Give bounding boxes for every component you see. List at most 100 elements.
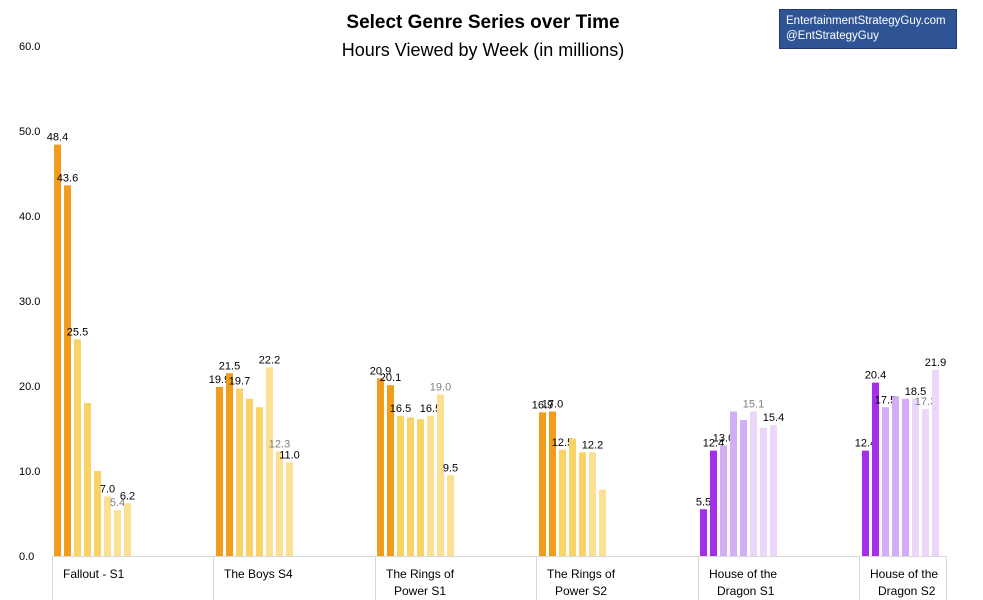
bar: [599, 489, 606, 556]
category-label: The Rings of: [547, 567, 616, 581]
data-label: 15.4: [763, 412, 784, 424]
bar: [94, 471, 101, 556]
bar: [902, 398, 909, 556]
data-label: 20.9: [370, 365, 391, 377]
data-label: 12.4: [703, 438, 724, 450]
bar: [74, 339, 81, 556]
data-label: 9.5: [443, 462, 458, 474]
bar: [770, 425, 777, 556]
bar: [932, 369, 939, 556]
data-label: 12.5: [552, 437, 573, 449]
y-tick-label: 50.0: [19, 126, 40, 138]
data-label: 11.0: [279, 450, 300, 462]
data-label: 17.5: [875, 394, 896, 406]
bar: [730, 411, 737, 556]
data-label: 18.5: [905, 386, 926, 398]
bar: [407, 417, 414, 556]
category-label: House of the: [709, 567, 777, 581]
bar: [882, 407, 889, 556]
data-label: 16.9: [532, 399, 553, 411]
bar: [236, 388, 243, 556]
brand-handle: @EntStrategyGuy: [786, 30, 879, 42]
bar: [559, 449, 566, 556]
data-label: 15.1: [743, 399, 764, 411]
y-tick-label: 40.0: [19, 211, 40, 223]
bar: [750, 411, 757, 556]
data-label: 20.4: [865, 370, 886, 382]
data-label: 16.5: [420, 403, 441, 415]
category-label: The Rings of: [386, 567, 455, 581]
y-tick-label: 30.0: [19, 296, 40, 308]
bar: [387, 385, 394, 556]
bar: [549, 411, 556, 556]
y-tick-label: 0.0: [19, 551, 34, 563]
data-label: 19.0: [430, 382, 451, 394]
data-label: 19.9: [209, 374, 230, 386]
data-label: 25.5: [67, 326, 88, 338]
data-label: 13.0: [713, 433, 734, 445]
data-label: 12.3: [269, 438, 290, 450]
data-label: 21.9: [925, 357, 946, 369]
bar: [862, 450, 869, 556]
data-label: 17.0: [542, 399, 563, 411]
bar: [760, 427, 767, 556]
bar: [447, 475, 454, 556]
bar: [922, 408, 929, 556]
bar: [710, 450, 717, 556]
bar: [740, 420, 747, 556]
bar: [912, 398, 919, 556]
bar: [226, 373, 233, 556]
data-label: 22.2: [259, 354, 280, 366]
category-label: House of the: [870, 567, 938, 581]
bar: [539, 412, 546, 556]
data-label: 12.4: [855, 438, 876, 450]
y-tick-label: 60.0: [19, 41, 40, 53]
bar: [892, 396, 899, 556]
bar: [256, 407, 263, 556]
bar: [54, 144, 61, 556]
category-label: Power S1: [394, 584, 446, 598]
category-label: Fallout - S1: [63, 567, 125, 581]
bar: [579, 452, 586, 556]
data-label: 16.5: [390, 403, 411, 415]
category-label: Dragon S2: [878, 584, 936, 598]
bar: [417, 419, 424, 556]
bar: [216, 386, 223, 556]
chart-title: Select Genre Series over Time: [346, 12, 620, 33]
bar: [720, 445, 727, 556]
bar: [266, 367, 273, 556]
category-label: Dragon S1: [717, 584, 775, 598]
bar: [377, 378, 384, 556]
data-label: 19.7: [229, 376, 250, 388]
category-label: The Boys S4: [224, 567, 293, 581]
data-label: 21.5: [219, 360, 240, 372]
data-label: 5.5: [696, 496, 711, 508]
bar: [246, 398, 253, 556]
data-label: 12.2: [582, 439, 603, 451]
bar: [872, 382, 879, 556]
bar: [437, 394, 444, 556]
bar: [124, 503, 131, 556]
bar: [286, 462, 293, 556]
bar: [114, 510, 121, 556]
chart-subtitle: Hours Viewed by Week (in millions): [341, 40, 625, 60]
bar: [104, 496, 111, 556]
bar: [84, 403, 91, 556]
brand-website: EntertainmentStrategyGuy.com: [786, 15, 946, 27]
bar: [397, 415, 404, 556]
data-label: 48.4: [47, 132, 68, 144]
bar: [569, 438, 576, 556]
category-label: Power S2: [555, 584, 607, 598]
bar: [64, 185, 71, 556]
bar: [427, 415, 434, 556]
data-label: 6.2: [120, 490, 135, 502]
data-label: 17.3: [915, 396, 936, 408]
y-tick-label: 10.0: [19, 466, 40, 478]
bar: [700, 509, 707, 556]
brand-box: EntertainmentStrategyGuy.com @EntStrateg…: [779, 9, 957, 49]
data-label: 7.0: [100, 484, 115, 496]
bar: [589, 452, 596, 556]
bar: [276, 451, 283, 556]
data-label: 20.1: [380, 372, 401, 384]
